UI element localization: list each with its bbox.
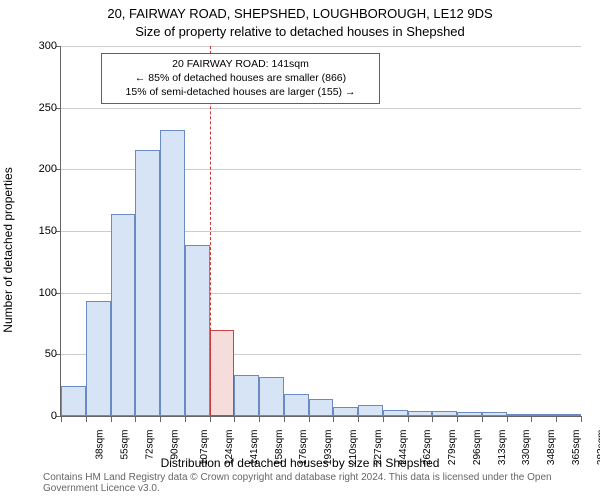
- bar: [457, 412, 482, 416]
- x-tick-mark: [111, 416, 112, 422]
- bar: [160, 130, 185, 416]
- x-tick-mark: [284, 416, 285, 422]
- y-axis-label: Number of detached properties: [1, 167, 15, 332]
- bar: [259, 377, 284, 416]
- y-tick-label: 200: [22, 163, 57, 175]
- y-tick-label: 300: [22, 40, 57, 52]
- x-tick-mark: [482, 416, 483, 422]
- x-tick-mark: [135, 416, 136, 422]
- x-tick-mark: [185, 416, 186, 422]
- x-tick-label: 55sqm: [120, 430, 131, 460]
- x-tick-mark: [383, 416, 384, 422]
- y-tick-label: 0: [22, 410, 57, 422]
- x-tick-mark: [507, 416, 508, 422]
- bar: [185, 245, 210, 416]
- bar: [61, 386, 86, 416]
- callout-line: 20 FAIRWAY ROAD: 141sqm: [108, 57, 373, 71]
- x-tick-mark: [457, 416, 458, 422]
- bar: [507, 414, 532, 416]
- bar: [284, 394, 309, 416]
- x-tick-label: 38sqm: [95, 430, 106, 460]
- bar: [111, 214, 136, 416]
- x-tick-mark: [556, 416, 557, 422]
- bar: [531, 414, 556, 416]
- bar: [309, 399, 334, 416]
- bar: [333, 407, 358, 416]
- bar: [482, 412, 507, 416]
- x-tick-mark: [531, 416, 532, 422]
- x-tick-mark: [61, 416, 62, 422]
- bar: [234, 375, 259, 416]
- chart-title-line1: 20, FAIRWAY ROAD, SHEPSHED, LOUGHBOROUGH…: [0, 6, 600, 21]
- y-tick-label: 250: [22, 102, 57, 114]
- bar: [358, 405, 383, 416]
- x-tick-mark: [210, 416, 211, 422]
- x-tick-mark: [432, 416, 433, 422]
- callout-line: 15% of semi-detached houses are larger (…: [108, 85, 373, 99]
- y-tick-label: 150: [22, 225, 57, 237]
- x-tick-mark: [160, 416, 161, 422]
- callout-box: 20 FAIRWAY ROAD: 141sqm← 85% of detached…: [101, 53, 380, 104]
- x-tick-mark: [309, 416, 310, 422]
- bar: [135, 150, 160, 416]
- x-tick-mark: [86, 416, 87, 422]
- bar: [408, 411, 433, 416]
- x-tick-mark: [408, 416, 409, 422]
- grid-line: [61, 108, 581, 109]
- bar: [432, 411, 457, 416]
- bar: [383, 410, 408, 416]
- plot-area: 05010015020025030038sqm55sqm72sqm90sqm10…: [60, 46, 581, 417]
- x-tick-mark: [581, 416, 582, 422]
- x-tick-label: 90sqm: [169, 430, 180, 460]
- x-tick-mark: [234, 416, 235, 422]
- chart-title-line2: Size of property relative to detached ho…: [0, 24, 600, 39]
- x-axis-label: Distribution of detached houses by size …: [0, 456, 600, 470]
- x-tick-label: 72sqm: [144, 430, 155, 460]
- x-tick-mark: [333, 416, 334, 422]
- footer-attribution: Contains HM Land Registry data © Crown c…: [43, 472, 590, 494]
- grid-line: [61, 46, 581, 47]
- x-tick-mark: [259, 416, 260, 422]
- bar: [556, 414, 581, 416]
- y-tick-label: 100: [22, 287, 57, 299]
- bar-highlight: [210, 330, 235, 416]
- chart-container: 20, FAIRWAY ROAD, SHEPSHED, LOUGHBOROUGH…: [0, 0, 600, 500]
- x-tick-mark: [358, 416, 359, 422]
- bar: [86, 301, 111, 416]
- callout-line: ← 85% of detached houses are smaller (86…: [108, 71, 373, 85]
- y-tick-label: 50: [22, 348, 57, 360]
